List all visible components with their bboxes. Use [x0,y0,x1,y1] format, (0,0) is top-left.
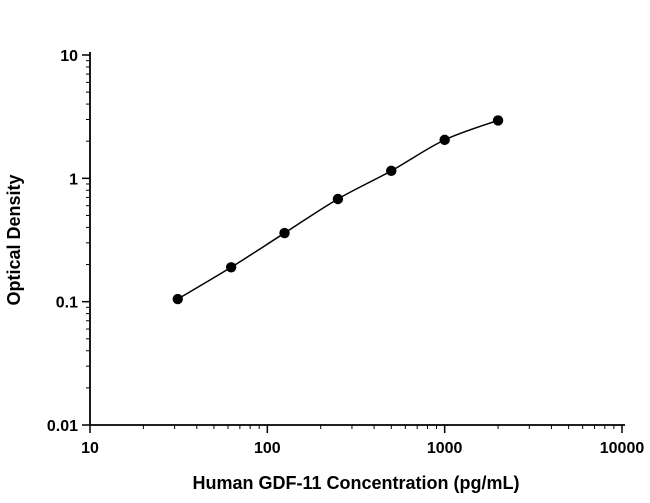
data-point [172,293,183,305]
data-point [279,227,290,239]
x-axis-title: Human GDF-11 Concentration (pg/mL) [192,473,519,493]
x-tick-label: 10 [81,440,99,457]
x-tick-label: 1000 [427,440,463,457]
y-tick-label: 10 [60,48,78,65]
data-point [439,134,450,146]
data-point [492,115,504,126]
plot-area: 10 100 1000 10000 0.01 0.1 1 10 [47,48,644,457]
y-axis-title: Optical Density [4,174,24,305]
data-point [332,193,344,205]
curve-line [177,119,499,300]
y-tick-label: 0.01 [47,418,78,435]
x-tick-label: 100 [254,440,281,457]
axis-ticks: 10 100 1000 10000 0.01 0.1 1 10 [47,48,644,457]
data-points [172,115,504,305]
x-tick-label: 10000 [600,440,645,457]
data-point [386,165,397,177]
y-tick-label: 0.1 [56,295,78,312]
data-point [225,262,237,273]
y-tick-label: 1 [69,171,78,188]
